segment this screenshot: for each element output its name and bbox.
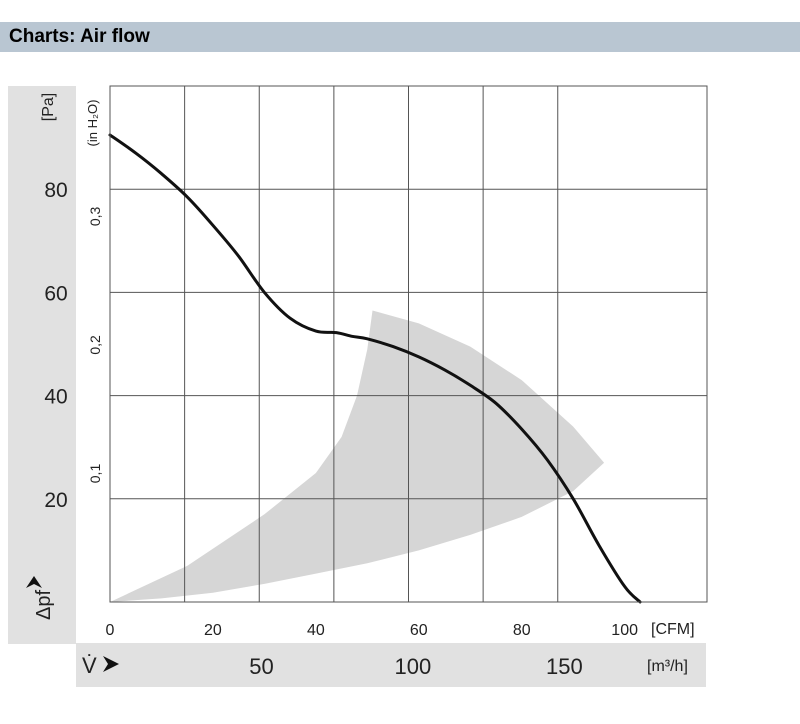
y-tick-label: 80 [44,179,67,202]
x-secondary-tick-label: 50 [249,654,273,679]
x-tick-label: 20 [204,622,222,639]
x-secondary-tick-label: 100 [395,654,432,679]
x-axis-arrow-icon [103,656,119,672]
x-secondary-tick-label: 150 [546,654,583,679]
y-axis-band [8,86,76,644]
y-tick-label: 60 [44,282,67,305]
section-header: Charts: Air flow [0,22,800,52]
x-tick-label: 40 [307,622,325,639]
y-tick-label: 40 [44,386,67,409]
x-axis-band [76,643,706,687]
y-axis-arrow-icon [26,576,42,588]
operating-range-area [110,310,605,602]
y-secondary-tick-label: 0,1 [87,464,103,484]
y-tick-label: 20 [44,489,67,512]
grid-lines-overlay [110,86,707,602]
y-secondary-unit-label: (in H₂O) [85,100,100,147]
x-tick-label: 60 [410,622,428,639]
x-tick-label: 80 [513,622,531,639]
x-unit-label-m3h: [m³/h] [647,658,688,675]
characteristic-curve [108,133,642,604]
x-tick-label: 0 [106,622,115,639]
plot-border [109,85,708,603]
section-title: Charts: Air flow [9,26,150,47]
y-unit-label: [Pa] [40,93,57,121]
y-secondary-tick-label: 0,2 [87,335,103,355]
x-tick-label: 100 [611,622,638,639]
x-axis-symbol: V̇ [82,653,97,678]
x-unit-label-cfm: [CFM] [651,621,695,638]
y-secondary-tick-label: 0,3 [87,206,103,226]
y-axis-symbol: Δpf [33,590,55,620]
